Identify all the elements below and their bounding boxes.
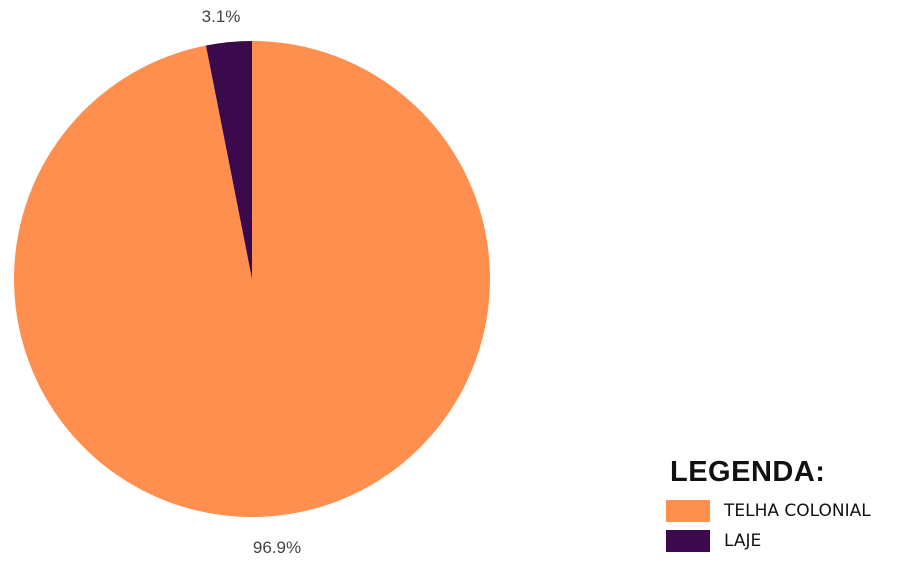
legend-swatch-telha-colonial xyxy=(666,500,710,522)
slice-label-laje: 3.1% xyxy=(201,7,241,26)
legend-item-telha-colonial: TELHA COLONIAL xyxy=(666,499,906,523)
legend-title: LEGENDA: xyxy=(670,456,826,488)
legend-label-laje: LAJE xyxy=(724,531,762,551)
pie-slice-laje xyxy=(205,41,252,279)
slice-label-telha-colonial: 96.9% xyxy=(252,538,302,557)
legend-label-telha-colonial: TELHA COLONIAL xyxy=(724,501,871,521)
legend: LEGENDA: TELHA COLONIAL LAJE xyxy=(666,458,906,559)
pie-slice-telha-colonial xyxy=(14,40,491,517)
legend-item-laje: LAJE xyxy=(666,529,906,553)
legend-swatch-laje xyxy=(666,530,710,552)
